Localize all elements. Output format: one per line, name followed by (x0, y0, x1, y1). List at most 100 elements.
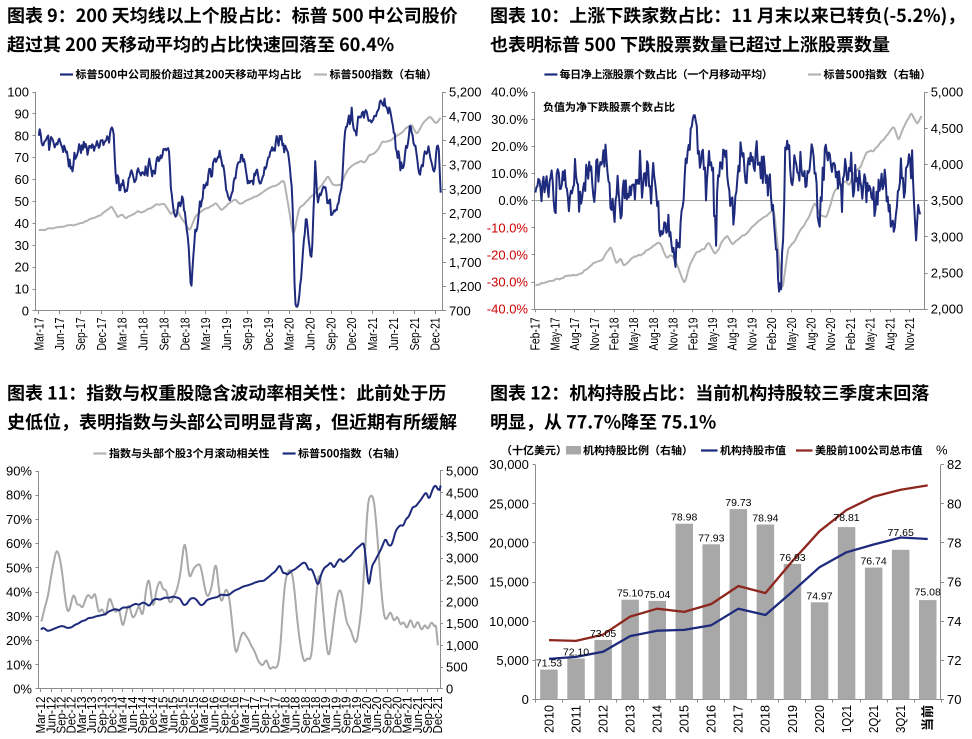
svg-text:15,000: 15,000 (489, 575, 529, 590)
svg-text:10.0%: 10.0% (491, 166, 528, 181)
svg-text:2017: 2017 (732, 705, 746, 733)
svg-text:Sep-21: Sep-21 (408, 317, 422, 350)
svg-text:60%: 60% (6, 536, 32, 551)
svg-text:Jun-19: Jun-19 (220, 317, 234, 350)
svg-text:90: 90 (15, 106, 29, 121)
svg-text:Dec-17: Dec-17 (268, 696, 282, 733)
svg-text:74.97: 74.97 (806, 590, 832, 602)
svg-text:Dec-21: Dec-21 (431, 696, 445, 733)
svg-text:Jun-20: Jun-20 (370, 696, 384, 733)
svg-text:70: 70 (947, 692, 961, 707)
svg-text:10,000: 10,000 (489, 614, 529, 629)
svg-text:20: 20 (15, 260, 29, 275)
svg-text:Jun-17: Jun-17 (248, 696, 262, 733)
svg-text:Sep-17: Sep-17 (258, 696, 272, 733)
svg-text:40.0%: 40.0% (491, 85, 528, 100)
svg-text:Jun-15: Jun-15 (167, 696, 181, 733)
svg-text:2016: 2016 (705, 705, 719, 733)
svg-text:Mar-13: Mar-13 (75, 696, 89, 733)
svg-text:Aug-18: Aug-18 (647, 317, 661, 350)
svg-text:50%: 50% (6, 560, 32, 575)
svg-text:4,000: 4,000 (446, 507, 479, 522)
svg-text:2,500: 2,500 (446, 573, 479, 588)
svg-text:Sep-21: Sep-21 (421, 696, 435, 733)
svg-text:2012: 2012 (596, 705, 610, 733)
svg-text:Sep-14: Sep-14 (136, 696, 150, 733)
svg-text:2011: 2011 (569, 705, 583, 733)
svg-text:1,700: 1,700 (449, 255, 482, 270)
svg-text:May-21: May-21 (864, 317, 878, 350)
svg-text:75.10: 75.10 (617, 588, 643, 600)
svg-text:Dec-17: Dec-17 (95, 317, 109, 350)
svg-text:Sep-18: Sep-18 (158, 317, 172, 350)
svg-text:2013: 2013 (623, 705, 637, 733)
svg-text:Mar-21: Mar-21 (366, 317, 380, 350)
svg-text:Jun-18: Jun-18 (289, 696, 303, 733)
svg-text:%: % (936, 442, 948, 457)
svg-text:Dec-15: Dec-15 (187, 696, 201, 733)
svg-text:Mar-20: Mar-20 (360, 696, 374, 733)
svg-text:Feb-17: Feb-17 (529, 317, 543, 350)
svg-text:Mar-14: Mar-14 (116, 696, 130, 733)
svg-text:3Q21: 3Q21 (894, 705, 908, 733)
svg-text:Jun-13: Jun-13 (85, 696, 99, 733)
svg-text:Jun-21: Jun-21 (387, 317, 401, 350)
svg-text:Mar-18: Mar-18 (116, 317, 130, 350)
svg-text:0.0%: 0.0% (498, 193, 528, 208)
svg-text:Sep-18: Sep-18 (299, 696, 313, 733)
svg-text:2Q21: 2Q21 (867, 705, 881, 733)
svg-text:May-18: May-18 (627, 317, 641, 350)
svg-text:4,000: 4,000 (931, 157, 964, 172)
svg-text:-30.0%: -30.0% (487, 275, 529, 290)
svg-text:0: 0 (22, 304, 29, 319)
svg-text:2,700: 2,700 (449, 206, 482, 221)
svg-text:75.04: 75.04 (644, 589, 670, 601)
svg-text:2015: 2015 (678, 705, 692, 733)
svg-text:Mar-16: Mar-16 (197, 696, 211, 733)
svg-text:Feb-20: Feb-20 (765, 317, 779, 350)
svg-text:Sep-19: Sep-19 (241, 317, 255, 350)
svg-text:5,200: 5,200 (449, 85, 482, 100)
svg-text:Feb-19: Feb-19 (686, 317, 700, 350)
svg-text:4,500: 4,500 (446, 485, 479, 500)
svg-text:Mar-20: Mar-20 (283, 317, 297, 350)
svg-text:Sep-16: Sep-16 (217, 696, 231, 733)
svg-text:Sep-12: Sep-12 (55, 696, 69, 733)
svg-text:79.73: 79.73 (725, 497, 751, 509)
svg-text:30%: 30% (6, 609, 32, 624)
svg-text:Sep-19: Sep-19 (340, 696, 354, 733)
svg-text:Nov-18: Nov-18 (667, 317, 681, 350)
svg-text:Mar-17: Mar-17 (238, 696, 252, 733)
svg-text:May-17: May-17 (548, 317, 562, 350)
svg-text:Sep-17: Sep-17 (74, 317, 88, 350)
svg-text:5,000: 5,000 (931, 85, 964, 100)
svg-text:Aug-21: Aug-21 (883, 317, 897, 350)
svg-text:75.08: 75.08 (915, 587, 941, 599)
svg-text:90%: 90% (6, 464, 32, 479)
svg-text:50: 50 (15, 194, 29, 209)
svg-text:4,200: 4,200 (449, 133, 482, 148)
svg-text:Dec-21: Dec-21 (429, 317, 443, 350)
svg-text:Dec-12: Dec-12 (65, 696, 79, 733)
svg-text:30: 30 (15, 238, 29, 253)
svg-text:1,500: 1,500 (446, 616, 479, 631)
svg-text:77.65: 77.65 (888, 527, 914, 539)
svg-text:1Q21: 1Q21 (840, 705, 854, 733)
svg-text:Mar-17: Mar-17 (32, 317, 46, 350)
svg-text:70%: 70% (6, 512, 32, 527)
svg-text:2018: 2018 (759, 705, 773, 733)
svg-text:1,200: 1,200 (449, 279, 482, 294)
svg-text:78.94: 78.94 (752, 513, 778, 525)
svg-text:76: 76 (947, 575, 961, 590)
svg-text:Mar-15: Mar-15 (156, 696, 170, 733)
svg-text:Jun-20: Jun-20 (304, 317, 318, 350)
svg-text:30,000: 30,000 (489, 457, 529, 472)
svg-text:Aug-19: Aug-19 (726, 317, 740, 350)
svg-text:Dec-19: Dec-19 (262, 317, 276, 350)
svg-text:3,200: 3,200 (449, 182, 482, 197)
svg-text:Sep-20: Sep-20 (324, 317, 338, 350)
svg-text:Jun-18: Jun-18 (137, 317, 151, 350)
svg-text:2010: 2010 (542, 705, 556, 733)
svg-text:80: 80 (15, 128, 29, 143)
svg-text:78.98: 78.98 (671, 512, 697, 524)
